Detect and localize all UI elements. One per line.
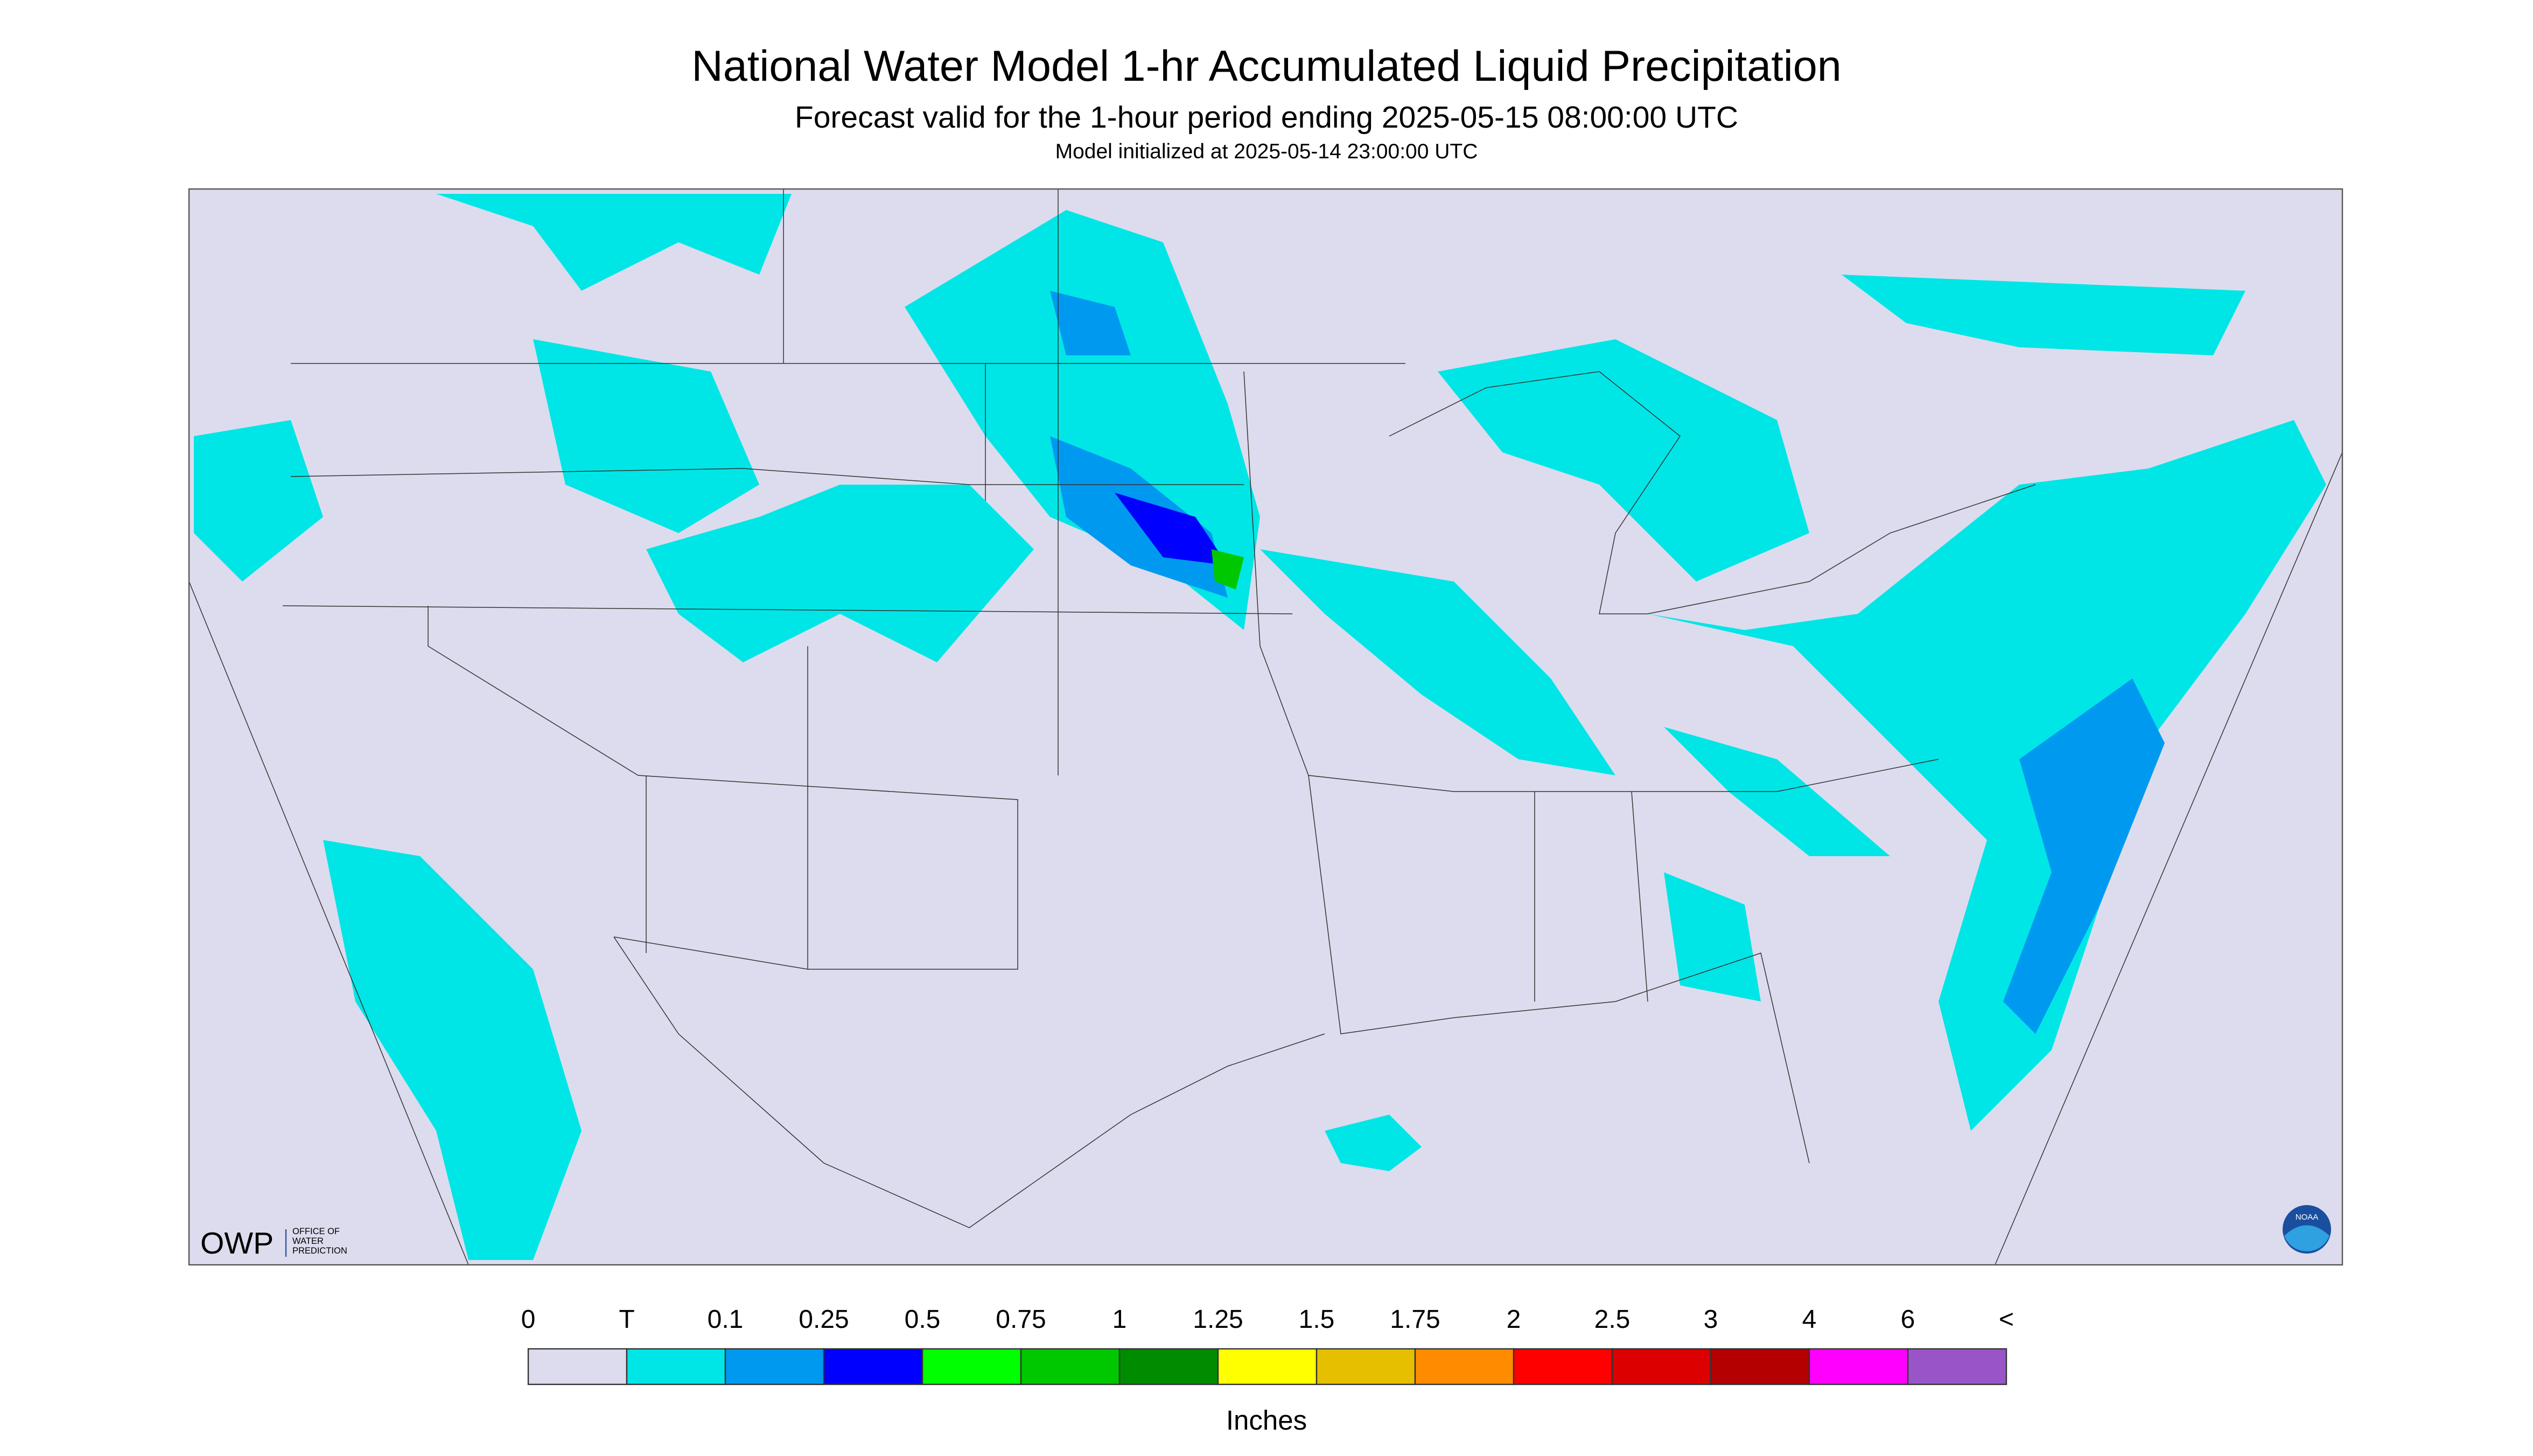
legend-label: 1.5 (1299, 1305, 1335, 1334)
legend-units: Inches (1226, 1405, 1307, 1436)
legend-label: 0.75 (996, 1305, 1046, 1334)
legend-swatch (1611, 1348, 1712, 1385)
precip-areas (194, 194, 2326, 1261)
title: National Water Model 1-hr Accumulated Li… (691, 42, 1842, 90)
noaa-logo-text: NOAA (2296, 1213, 2319, 1222)
map: OWP OFFICE OF WATER PREDICTION NOAA (188, 188, 2343, 1266)
legend-label: T (619, 1305, 634, 1334)
legend-label: 0.5 (905, 1305, 941, 1334)
legend-swatch (1118, 1348, 1219, 1385)
legend-label: 6 (1901, 1305, 1915, 1334)
legend-swatch (626, 1348, 726, 1385)
legend-swatch (921, 1348, 1022, 1385)
init-time: Model initialized at 2025-05-14 23:00:00… (1055, 140, 1478, 163)
legend-swatch (724, 1348, 825, 1385)
legend: 0 T 0.1 0.25 0.5 0.75 1 1.25 1.5 1.75 2 2.5 3 4 6 < (521, 1305, 2014, 1385)
legend-label: 3 (1704, 1305, 1718, 1334)
legend-label: < (1999, 1305, 2014, 1334)
owp-name: WATER (292, 1236, 324, 1246)
legend-swatch (1020, 1348, 1121, 1385)
legend-swatch (1513, 1348, 1613, 1385)
legend-label: 1 (1112, 1305, 1127, 1334)
legend-swatch (527, 1348, 628, 1385)
legend-swatch (1907, 1348, 2007, 1385)
legend-swatch (1710, 1348, 1810, 1385)
legend-swatch (1316, 1348, 1416, 1385)
legend-label: 4 (1802, 1305, 1817, 1334)
owp-name: PREDICTION (292, 1246, 347, 1256)
legend-label: 0.1 (708, 1305, 744, 1334)
owp-name: OFFICE OF (292, 1227, 340, 1236)
legend-label: 2 (1507, 1305, 1521, 1334)
noaa-logo-wave (2284, 1225, 2329, 1251)
legend-swatch (1414, 1348, 1515, 1385)
owp-logo: OWP (200, 1226, 274, 1261)
legend-swatch (1808, 1348, 1909, 1385)
legend-label: 0 (521, 1305, 536, 1334)
subtitle: Forecast valid for the 1-hour period end… (795, 100, 1738, 135)
legend-label: 2.5 (1594, 1305, 1631, 1334)
legend-swatch (1217, 1348, 1318, 1385)
map-frame (188, 188, 2343, 1266)
legend-label: 1.25 (1193, 1305, 1243, 1334)
legend-label: 1.75 (1390, 1305, 1440, 1334)
legend-label: 0.25 (799, 1305, 849, 1334)
legend-swatch (823, 1348, 923, 1385)
